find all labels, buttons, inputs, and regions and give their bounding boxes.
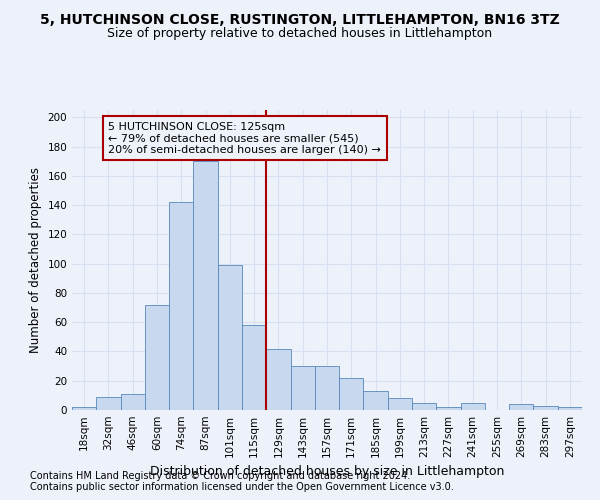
Text: 5 HUTCHINSON CLOSE: 125sqm
← 79% of detached houses are smaller (545)
20% of sem: 5 HUTCHINSON CLOSE: 125sqm ← 79% of deta… — [109, 122, 382, 155]
Bar — [436, 407, 461, 410]
Bar — [218, 265, 242, 410]
Bar — [145, 304, 169, 410]
Bar — [121, 394, 145, 410]
X-axis label: Distribution of detached houses by size in Littlehampton: Distribution of detached houses by size … — [150, 466, 504, 478]
Bar — [412, 402, 436, 410]
Bar — [461, 402, 485, 410]
Y-axis label: Number of detached properties: Number of detached properties — [29, 167, 42, 353]
Bar — [364, 391, 388, 410]
Bar — [266, 348, 290, 410]
Bar — [169, 202, 193, 410]
Bar — [193, 161, 218, 410]
Bar — [533, 406, 558, 410]
Text: Contains public sector information licensed under the Open Government Licence v3: Contains public sector information licen… — [30, 482, 454, 492]
Text: 5, HUTCHINSON CLOSE, RUSTINGTON, LITTLEHAMPTON, BN16 3TZ: 5, HUTCHINSON CLOSE, RUSTINGTON, LITTLEH… — [40, 12, 560, 26]
Bar — [290, 366, 315, 410]
Bar — [315, 366, 339, 410]
Text: Contains HM Land Registry data © Crown copyright and database right 2024.: Contains HM Land Registry data © Crown c… — [30, 471, 410, 481]
Bar — [339, 378, 364, 410]
Bar — [72, 407, 96, 410]
Bar — [388, 398, 412, 410]
Bar — [509, 404, 533, 410]
Text: Size of property relative to detached houses in Littlehampton: Size of property relative to detached ho… — [107, 28, 493, 40]
Bar — [96, 397, 121, 410]
Bar — [558, 407, 582, 410]
Bar — [242, 325, 266, 410]
